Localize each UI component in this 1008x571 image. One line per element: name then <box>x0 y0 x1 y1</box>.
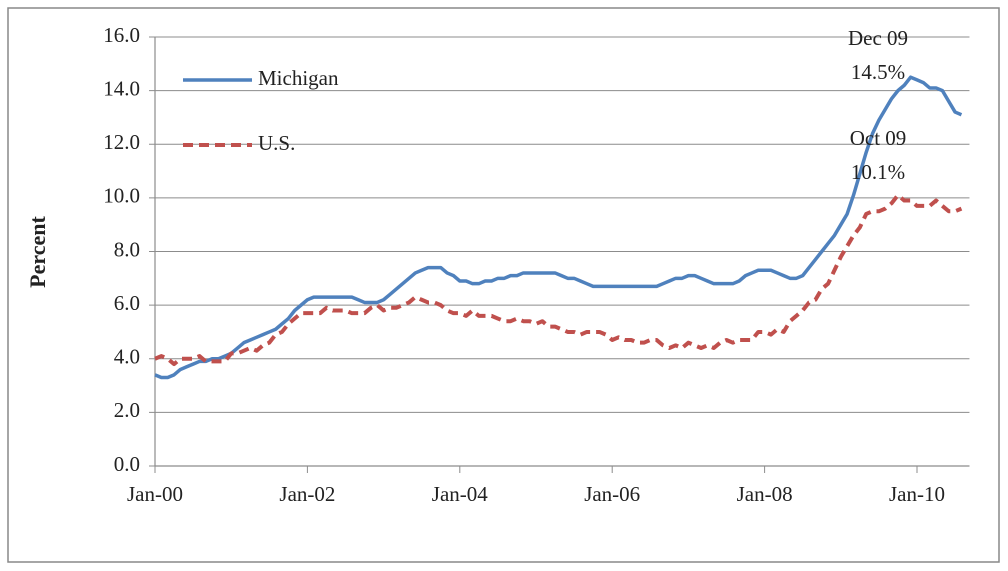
series-line <box>154 75 963 380</box>
y-axis-label: Percent <box>25 216 50 288</box>
legend-label: U.S. <box>258 131 295 155</box>
x-tick-label: Jan-10 <box>889 482 945 506</box>
y-tick-label: 10.0 <box>103 184 140 208</box>
x-tick-label: Jan-02 <box>279 482 335 506</box>
chart-frame <box>7 7 1000 563</box>
y-tick-label: 12.0 <box>103 130 140 154</box>
x-tick-label: Jan-04 <box>432 482 488 506</box>
annotation: Oct 09 <box>850 126 907 150</box>
annotation: 14.5% <box>851 60 905 84</box>
y-tick-label: 4.0 <box>114 345 140 369</box>
y-tick-label: 6.0 <box>114 291 140 315</box>
x-tick-label: Jan-06 <box>584 482 640 506</box>
legend-label: Michigan <box>258 66 339 90</box>
y-tick-label: 2.0 <box>114 398 140 422</box>
annotation: 10.1% <box>851 160 905 184</box>
x-tick-label: Jan-08 <box>737 482 793 506</box>
annotation: Dec 09 <box>848 26 908 50</box>
y-tick-label: 8.0 <box>114 237 140 261</box>
y-tick-label: 16.0 <box>103 23 140 47</box>
y-tick-label: 14.0 <box>103 76 140 100</box>
x-tick-label: Jan-00 <box>127 482 183 506</box>
series-line <box>154 193 963 367</box>
y-tick-label: 0.0 <box>114 452 140 476</box>
